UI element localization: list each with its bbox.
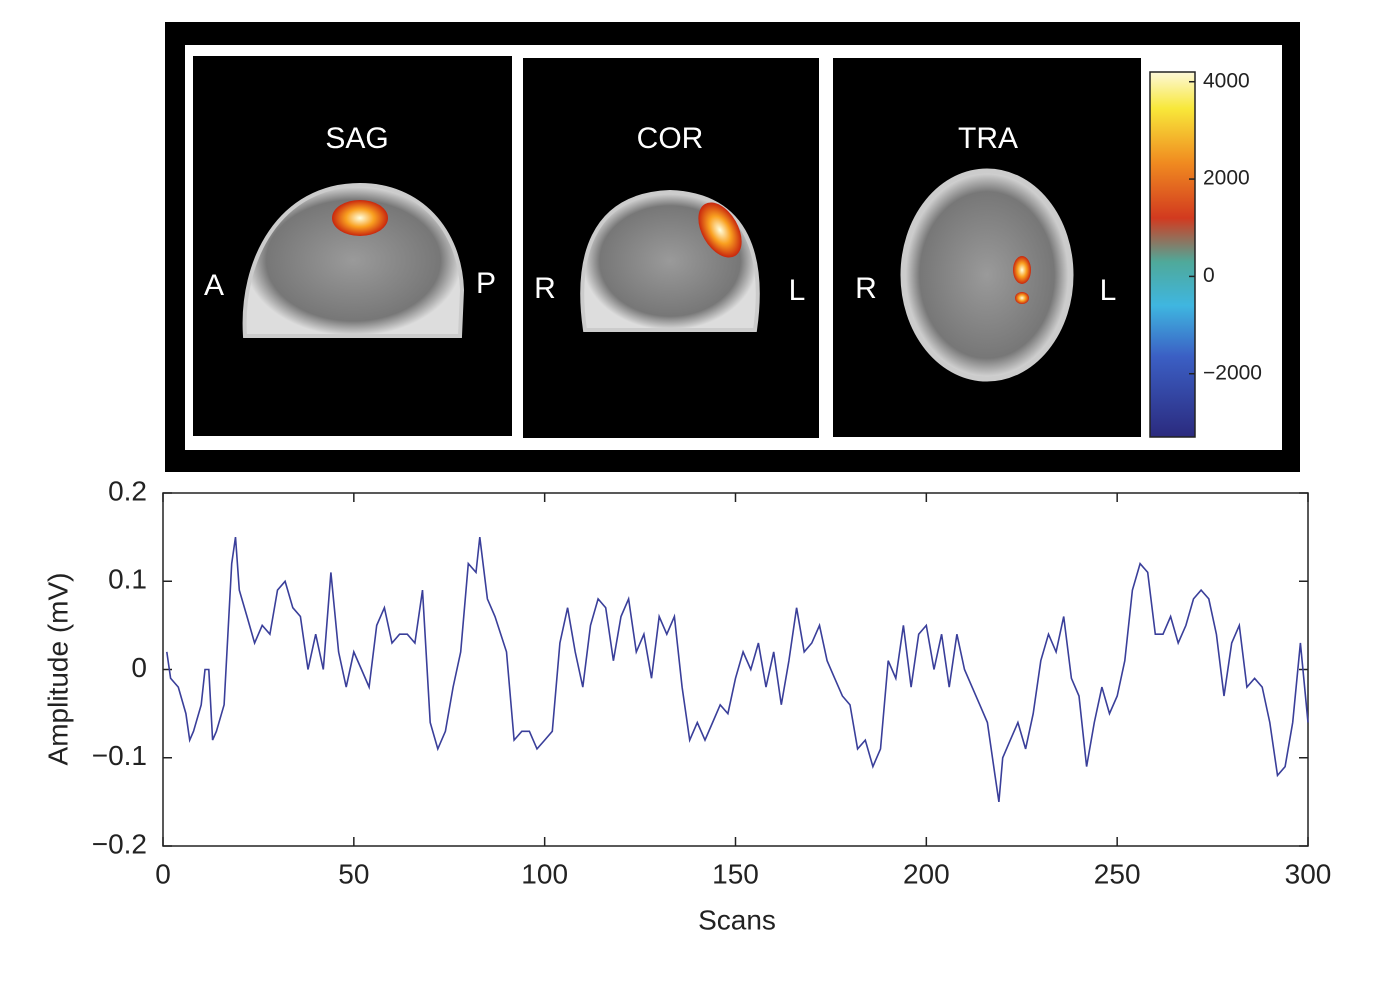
x-tick-label: 250 [1094, 858, 1141, 889]
y-axis-label: Amplitude (mV) [42, 573, 73, 766]
orientation-label: L [1100, 274, 1117, 307]
x-tick-label: 200 [903, 858, 950, 889]
orientation-label: R [855, 272, 877, 305]
panel-title: TRA [958, 122, 1018, 155]
x-tick-label: 0 [155, 858, 171, 889]
colorbar-tick-label: −2000 [1203, 361, 1262, 384]
brain-transverse [900, 168, 1074, 382]
colorbar [1149, 71, 1196, 438]
y-tick-label: −0.2 [92, 828, 147, 859]
panel-title: COR [637, 122, 704, 155]
y-tick-label: 0.2 [108, 475, 147, 506]
x-tick-label: 50 [338, 858, 369, 889]
colorbar-tick-label: 2000 [1203, 167, 1250, 190]
x-axis-label: Scans [698, 904, 776, 935]
activation [698, 202, 742, 258]
signal-line [166, 536, 1309, 803]
y-tick-label: 0.1 [108, 564, 147, 595]
plot-frame [162, 492, 1309, 847]
x-tick-label: 150 [712, 858, 759, 889]
activation [1013, 256, 1031, 284]
image-panel: SAG A P COR R L TRA R L [165, 22, 1300, 472]
orientation-label: A [204, 269, 224, 302]
x-tick-label: 100 [521, 858, 568, 889]
x-tick-label: 300 [1285, 858, 1332, 889]
brain-sagittal [242, 182, 465, 338]
orientation-label: R [534, 272, 556, 305]
y-tick-label: 0 [131, 652, 147, 683]
y-tick-label: −0.1 [92, 740, 147, 771]
colorbar-tick-label: 4000 [1203, 69, 1250, 92]
activation [1015, 292, 1029, 304]
activation [332, 200, 388, 236]
orientation-label: L [789, 274, 806, 307]
brain-coronal [580, 189, 760, 332]
colorbar-tick-label: 0 [1203, 264, 1215, 287]
orientation-label: P [476, 267, 496, 300]
panel-title: SAG [325, 122, 388, 155]
